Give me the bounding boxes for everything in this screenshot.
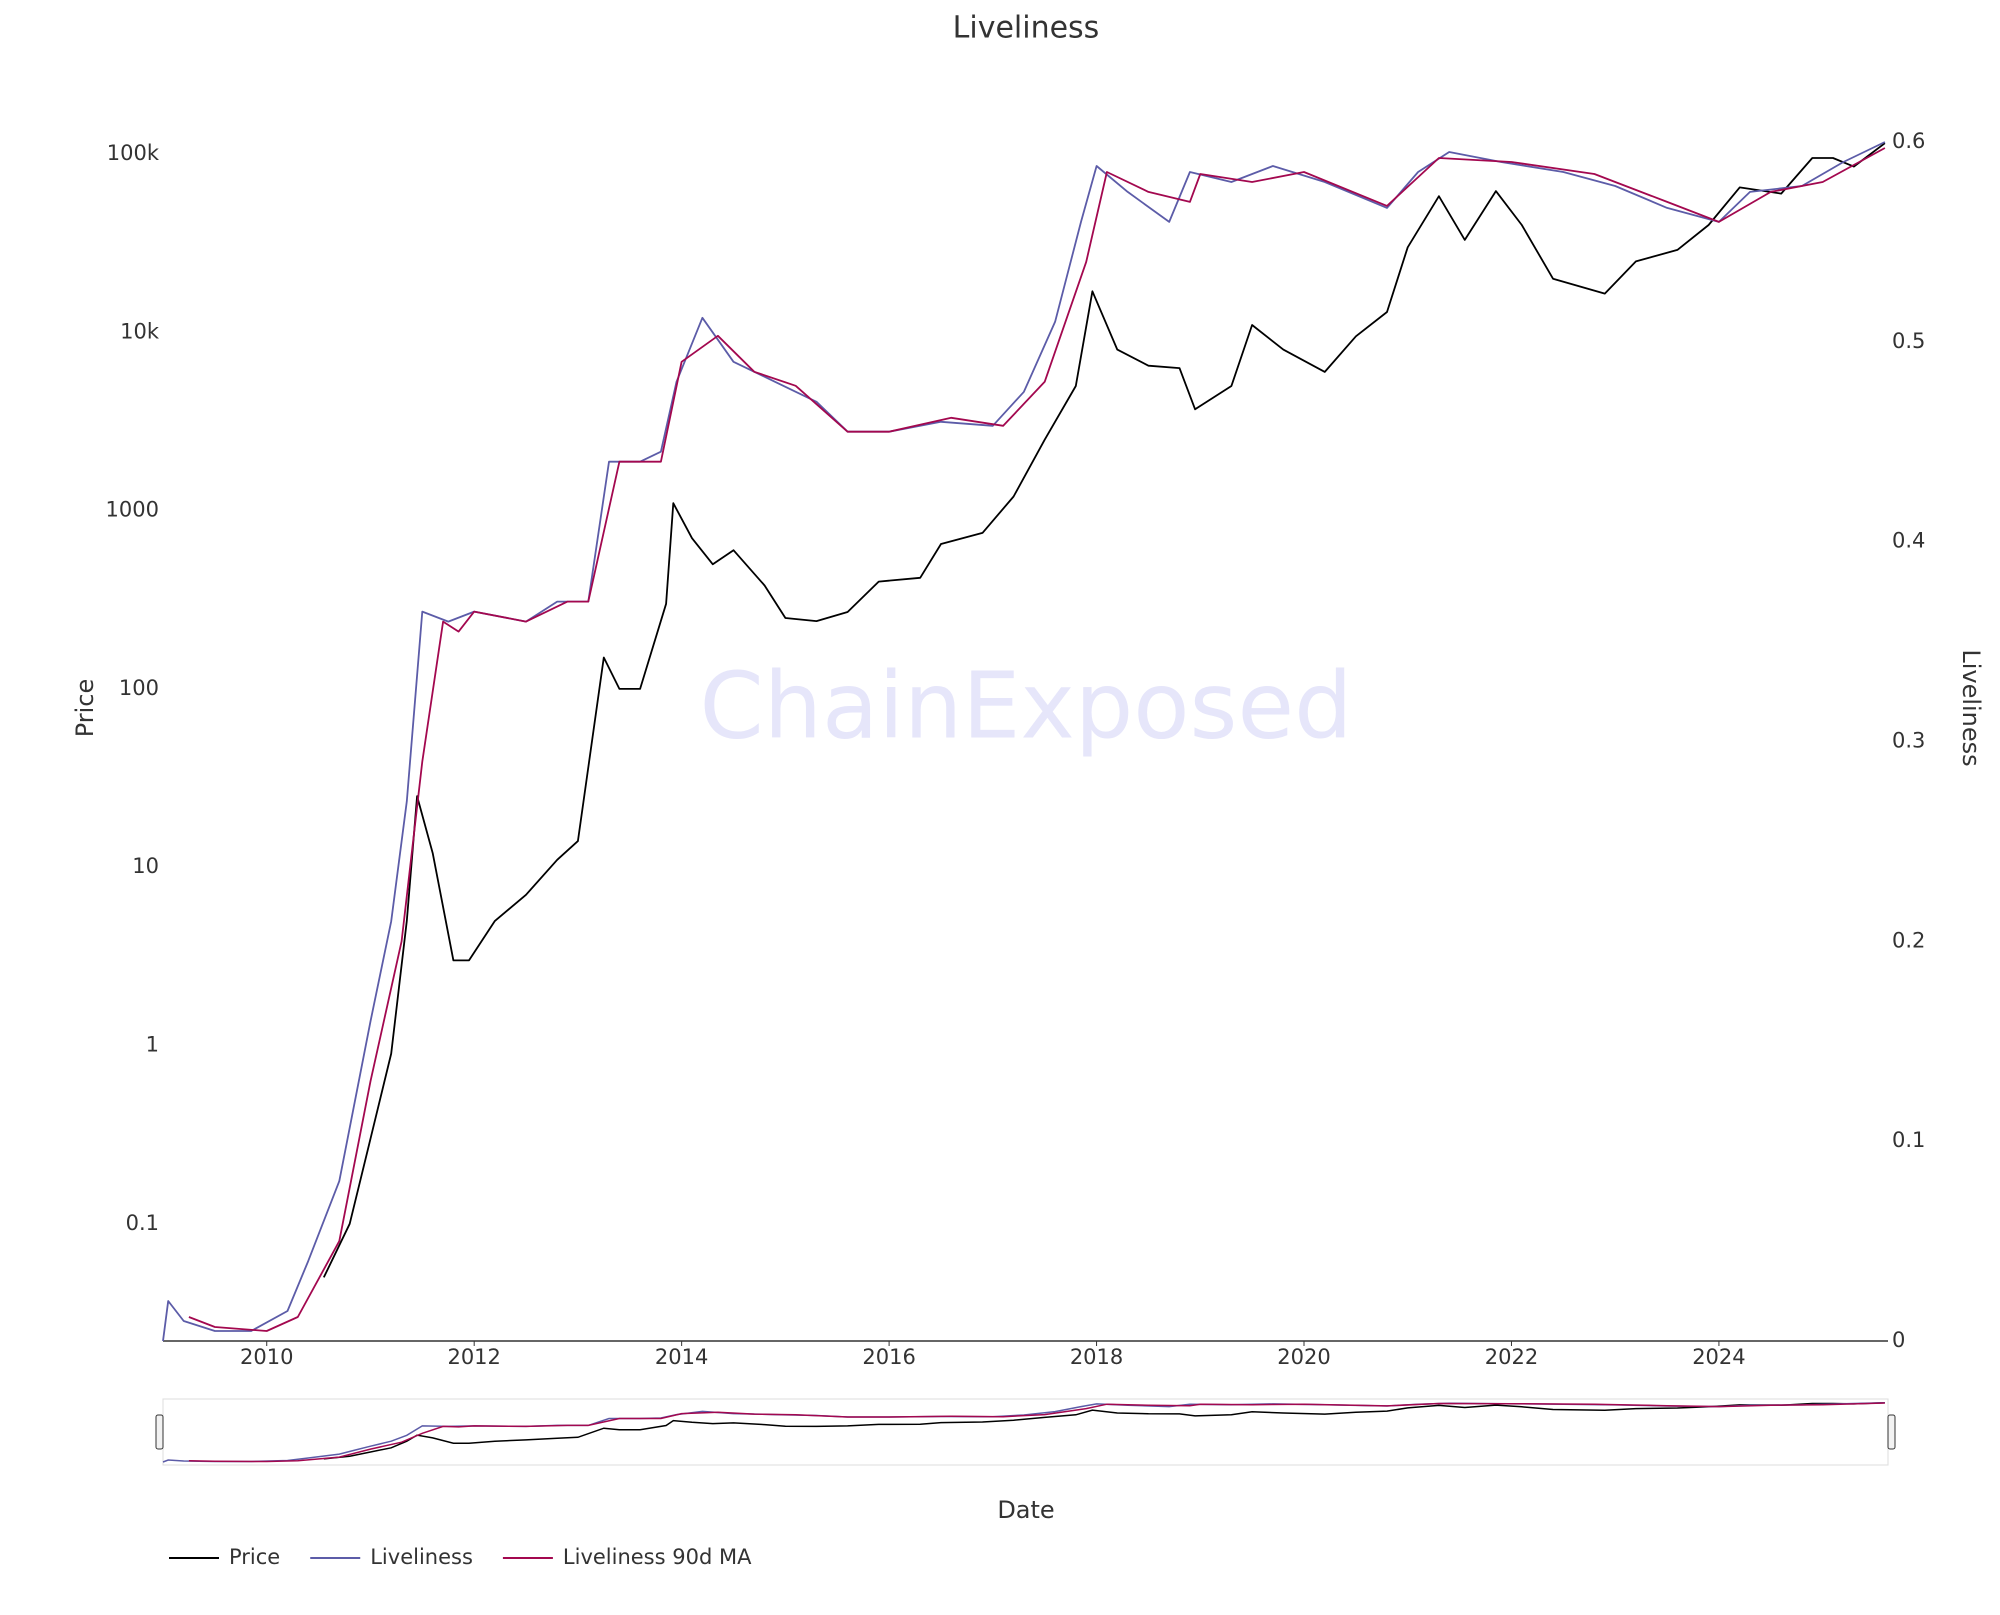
y-tick-label: 100k <box>107 141 160 165</box>
chart-title: Liveliness <box>953 11 1100 46</box>
x-tick-label: 2012 <box>447 1345 500 1369</box>
y-tick-label: 1000 <box>106 498 159 522</box>
y-tick-label: 1 <box>146 1032 159 1056</box>
y2-tick-label: 0.3 <box>1892 728 1925 752</box>
y-tick-label: 0.1 <box>126 1211 159 1235</box>
y2-axis-title: Liveliness <box>1957 649 1985 766</box>
series-line <box>188 147 1886 1332</box>
legend-label[interactable]: Liveliness 90d MA <box>563 1545 752 1569</box>
x-tick-label: 2014 <box>655 1345 708 1369</box>
x-tick-label: 2022 <box>1485 1345 1538 1369</box>
y-tick-label: 100 <box>119 676 159 700</box>
range-slider-line <box>323 1402 1885 1460</box>
y2-tick-label: 0.1 <box>1892 1128 1925 1152</box>
x-tick-label: 2016 <box>862 1345 915 1369</box>
x-tick-label: 2010 <box>240 1345 293 1369</box>
x-tick-label: 2020 <box>1277 1345 1330 1369</box>
legend-label[interactable]: Price <box>229 1545 280 1569</box>
y2-tick-label: 0 <box>1892 1328 1905 1352</box>
y2-tick-label: 0.6 <box>1892 129 1925 153</box>
x-tick-label: 2024 <box>1692 1345 1745 1369</box>
y2-tick-label: 0.5 <box>1892 329 1925 353</box>
range-slider-line <box>188 1402 1885 1463</box>
range-handle-left[interactable] <box>155 1414 164 1450</box>
x-axis-title: Date <box>997 1496 1054 1524</box>
series-line <box>322 142 1886 1278</box>
x-tick-label: 2018 <box>1070 1345 1123 1369</box>
y-tick-label: 10k <box>120 319 160 343</box>
legend-label[interactable]: Liveliness <box>370 1545 473 1569</box>
watermark: ChainExposed <box>700 652 1353 759</box>
y2-tick-label: 0.2 <box>1892 928 1925 952</box>
y2-tick-label: 0.4 <box>1892 529 1925 553</box>
y-axis-title: Price <box>71 679 99 738</box>
range-handle-right[interactable] <box>1887 1414 1896 1450</box>
y-tick-label: 10 <box>132 854 159 878</box>
